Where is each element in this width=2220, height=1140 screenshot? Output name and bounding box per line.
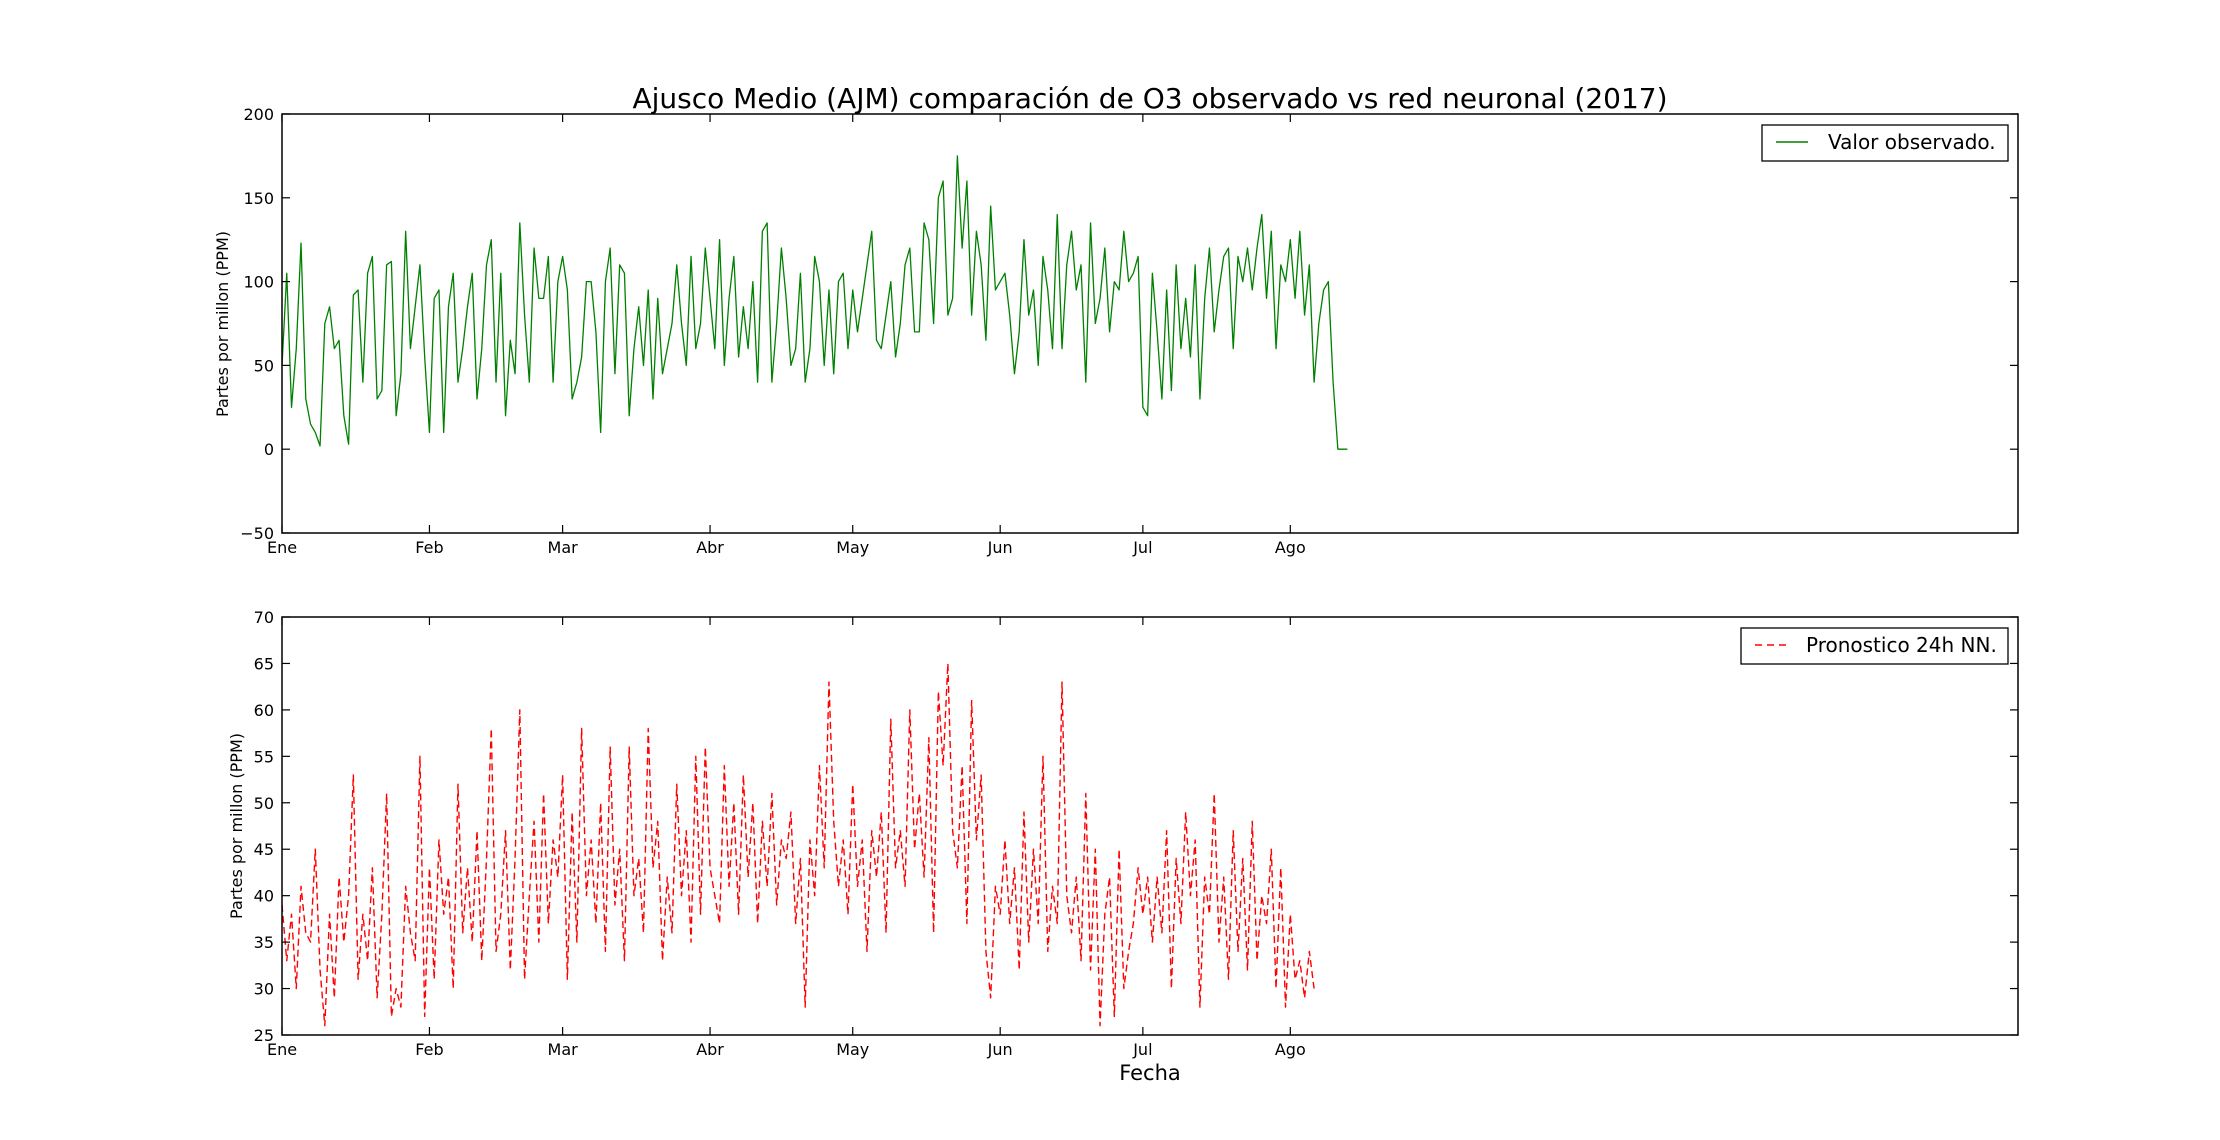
- top-x-tick-label-jul: Jul: [1132, 538, 1152, 557]
- bottom-y-tick-label: 30: [254, 980, 274, 999]
- top-legend: Valor observado.: [1761, 124, 2009, 162]
- top-series-line-0: [281, 155, 1348, 450]
- bottom-y-tick-label: 40: [254, 887, 274, 906]
- chart-title: Ajusco Medio (AJM) comparación de O3 obs…: [632, 82, 1667, 115]
- top-x-tick-label-ago: Ago: [1275, 538, 1306, 557]
- top-x-tick-label-ene: Ene: [267, 538, 297, 557]
- bottom-x-tick-label-may: May: [836, 1040, 869, 1059]
- top-y-axis: −50 0 50 100 150 200: [240, 105, 2018, 543]
- bottom-axes-frame: [281, 616, 2019, 1036]
- bottom-y-tick-label: 50: [254, 794, 274, 813]
- forecast-series-layer: [281, 662, 1315, 1027]
- bottom-x-tick-label-feb: Feb: [415, 1040, 443, 1059]
- bottom-legend-label: Pronostico 24h NN.: [1806, 633, 1997, 657]
- top-y-tick-label: 100: [243, 273, 274, 292]
- top-x-tick-label-mar: Mar: [548, 538, 579, 557]
- bottom-x-tick-label-jul: Jul: [1132, 1040, 1152, 1059]
- bottom-x-tick-label-mar: Mar: [548, 1040, 579, 1059]
- top-x-tick-label-feb: Feb: [415, 538, 443, 557]
- bottom-legend: Pronostico 24h NN.: [1740, 627, 2009, 665]
- top-legend-label: Valor observado.: [1828, 130, 1996, 154]
- bottom-x-tick-label-jun: Jun: [987, 1040, 1013, 1059]
- top-y-tick-label: 50: [254, 356, 274, 375]
- bottom-x-tick-label-ago: Ago: [1275, 1040, 1306, 1059]
- bottom-y-axis: 25 30 35 40 45 50 55 60 65 70: [254, 608, 2018, 1045]
- top-x-axis: Ene Feb Mar Abr May Jun Jul Ago: [267, 114, 1306, 557]
- top-y-tick-label: 150: [243, 189, 274, 208]
- bottom-y-tick-label: 60: [254, 701, 274, 720]
- top-y-tick-label: −50: [240, 524, 274, 543]
- bottom-series-line-0: [281, 662, 1315, 1027]
- top-x-tick-label-jun: Jun: [987, 538, 1013, 557]
- top-y-tick-label: 0: [264, 440, 274, 459]
- top-legend-box: [1761, 124, 2009, 162]
- bottom-y-tick-label: 45: [254, 840, 274, 859]
- top-axes-frame: [281, 113, 2019, 534]
- top-y-axis-label: Partes por millon (PPM): [213, 231, 232, 417]
- bottom-x-axis: Ene Feb Mar Abr May Jun Jul Ago: [267, 617, 1306, 1059]
- bottom-y-axis-label: Partes por millon (PPM): [227, 733, 246, 919]
- bottom-y-tick-label: 25: [254, 1026, 274, 1045]
- bottom-y-tick-label: 55: [254, 747, 274, 766]
- bottom-y-tick-label: 70: [254, 608, 274, 627]
- observed-series-layer: [281, 155, 1348, 450]
- bottom-y-tick-label: 65: [254, 654, 274, 673]
- top-y-tick-label: 200: [243, 105, 274, 124]
- observed-ozone-chart: −50 0 50 100 150 200 Ene Feb Mar Abr May Jun Jul Ago…: [213, 105, 2019, 557]
- bottom-y-tick-label: 35: [254, 933, 274, 952]
- bottom-x-axis-label: Fecha: [1119, 1061, 1181, 1085]
- forecast-ozone-chart: 25 30 35 40 45 50 55 60 65 70 Ene Feb Mar Abr May Jun J…: [227, 608, 2019, 1085]
- bottom-x-tick-label-ene: Ene: [267, 1040, 297, 1059]
- bottom-legend-box: [1740, 627, 2009, 665]
- top-x-tick-label-may: May: [836, 538, 869, 557]
- top-x-tick-label-abr: Abr: [696, 538, 724, 557]
- bottom-x-tick-label-abr: Abr: [696, 1040, 724, 1059]
